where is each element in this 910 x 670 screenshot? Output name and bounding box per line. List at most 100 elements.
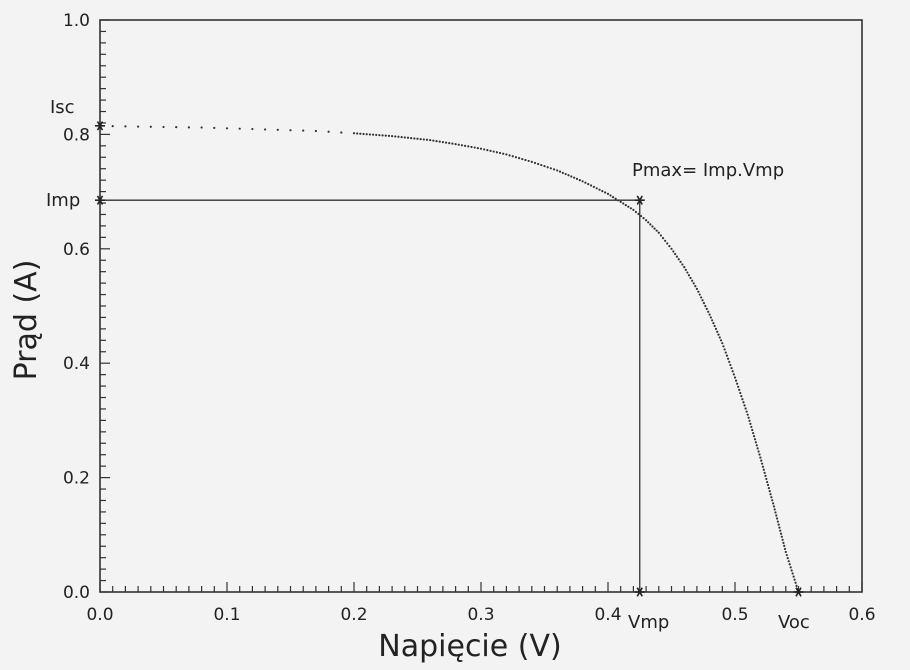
curve-point [733,376,737,379]
curve-point [162,125,165,129]
curve-point [784,550,787,554]
curve-point [779,529,782,532]
isc-marker [95,121,105,131]
curve-point [589,184,593,187]
curve-point [429,139,432,142]
curve-point [558,170,562,173]
curve-point [739,391,742,395]
curve-point [794,581,797,584]
voc-label: Voc [778,612,810,633]
axis-labels: 0.0 0.1 0.2 0.3 0.4 0.5 0.6 0.0 0.2 0.4 0.6 0.8 1.0 [63,11,876,625]
curve-point [760,462,764,465]
curve-point [573,176,576,179]
curve-point [561,171,564,174]
curve-point [524,158,527,162]
curve-point [441,141,444,144]
curve-point [675,255,679,258]
curve-point [473,146,476,149]
curve-point [642,217,645,220]
curve-point [454,143,457,146]
curve-point [792,575,795,578]
pmax-marker [634,195,645,205]
curve-point [749,422,752,425]
curve-point [604,191,607,194]
curve-point [744,407,747,410]
curve-point [755,444,758,447]
curve-point [758,453,761,456]
curve-point [724,351,727,354]
curve-point [714,327,718,330]
curve-point [238,127,241,130]
curve-point [314,129,317,133]
curve-point [702,302,706,305]
x-tick-label: 0.6 [848,605,875,625]
curve-point [719,339,723,342]
curve-point [795,584,798,587]
guide-lines [100,199,641,592]
curve-point [521,157,524,161]
curve-point [476,147,479,150]
y-tick-label: 0.4 [63,354,90,374]
curve-point [748,419,751,422]
curve-point [581,180,584,183]
curve-point [761,465,765,468]
marker-stroke [636,587,643,597]
curve-point [578,178,581,182]
x-tick-label: 0.4 [594,605,621,625]
curve-point [709,316,712,319]
curve-point [683,266,686,269]
curve-point [362,132,365,136]
curve-point [619,200,622,203]
curve-point [740,394,743,398]
vmp-marker [634,587,645,597]
curve-point [775,514,778,517]
curve-point [788,563,791,566]
curve-point [627,205,630,208]
curve-point [753,438,757,441]
curve-point [149,125,152,128]
curve-point [752,431,755,435]
curve-point [722,345,725,348]
x-tick-label: 0.3 [467,605,494,625]
curve-point [762,468,765,471]
curve-point [200,126,203,129]
curve-point [637,212,640,216]
curve-point [780,535,783,538]
curve-point [213,126,216,130]
curve-point [700,296,703,299]
axis-ticks [99,19,863,593]
curve-point [726,357,730,360]
curve-point [460,144,464,147]
curve-point [767,486,770,490]
curve-point [743,404,746,407]
marker-stroke [96,195,104,205]
curve-point [730,367,733,370]
curve-point [691,279,694,282]
isc-label: Isc [50,97,75,118]
curve-point [751,428,754,432]
curve-point [772,505,775,508]
curve-point [264,128,267,131]
curve-point [552,168,556,171]
curve-point [695,287,699,290]
curve-point [746,413,749,416]
curve-point [786,557,789,560]
curve-point [403,136,406,139]
y-axis-title: Prąd (A) [9,260,44,381]
curve-point [717,333,720,336]
curve-point [352,132,356,135]
curve-point [779,532,783,535]
marker-stroke [636,195,643,205]
curve-point [381,134,384,137]
curve-point [712,322,715,325]
curve-point [773,508,776,511]
curve-point [781,538,784,541]
curve-point [775,517,779,520]
curve-point [624,203,627,207]
curve-point [752,435,756,438]
curve-point [692,282,695,285]
curve-point [745,410,748,413]
curve-point [768,490,771,493]
curve-point [728,360,731,363]
curve-point [419,138,422,141]
